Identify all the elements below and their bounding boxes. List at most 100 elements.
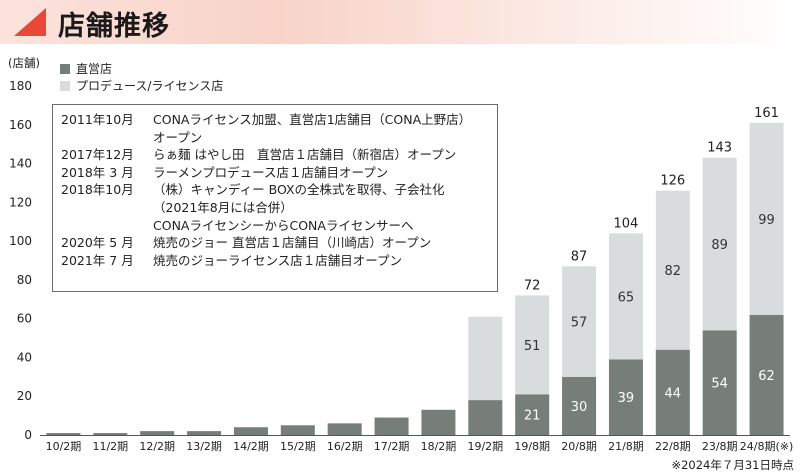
legend-label-produce: プロデュース/ライセンス店 bbox=[76, 78, 223, 93]
bar-direct bbox=[749, 314, 784, 435]
annotation-line: 2018年10月 （株）キャンディー BOXの全株式を取得、子会社化 bbox=[61, 181, 489, 199]
x-tick-label: 22/8期 bbox=[655, 440, 691, 453]
y-tick-label: 100 bbox=[9, 234, 32, 248]
annotation-date: 2021年 7 月 bbox=[61, 252, 134, 268]
data-label-produce: 51 bbox=[524, 339, 541, 354]
annotation-text: らぁ麺 はやし田 直営店１店舗目（新宿店）オープン bbox=[153, 147, 457, 163]
bar-direct bbox=[327, 423, 362, 435]
data-label-produce: 57 bbox=[571, 316, 588, 331]
y-tick-label: 20 bbox=[17, 389, 32, 403]
data-label-direct: 30 bbox=[571, 400, 588, 415]
data-label-produce: 99 bbox=[758, 213, 775, 228]
bar-produce bbox=[468, 316, 503, 401]
annotation-line: 2020年 5 月 焼売のジョー 直営店１店舗目（川崎店）オープン bbox=[61, 234, 489, 252]
bar-direct bbox=[562, 376, 597, 435]
page-title: 店舗推移 bbox=[58, 11, 170, 42]
x-tick-label: 23/8期 bbox=[702, 440, 738, 453]
data-label-total: 143 bbox=[707, 141, 732, 156]
annotation-date: 2018年 3 月 bbox=[61, 164, 134, 180]
annotation-line: 2011年10月 CONAライセンス加盟、直営店1店舗目（CONA上野店） bbox=[61, 111, 489, 129]
x-tick-label: 24/8期(※) bbox=[740, 440, 794, 453]
y-tick-label: 80 bbox=[17, 273, 32, 287]
annotation-text: CONAライセンス加盟、直営店1店舗目（CONA上野店） bbox=[153, 112, 472, 127]
annotation-line: 2018年 3 月 ラーメンプロデュース店１店舗目オープン bbox=[61, 164, 489, 182]
history-annotation-box: 2011年10月 CONAライセンス加盟、直営店1店舗目（CONA上野店） オープン… bbox=[52, 104, 498, 292]
annotation-text: 焼売のジョーライセンス店１店舗目オープン bbox=[153, 252, 403, 268]
bar-direct bbox=[515, 394, 550, 435]
annotation-date: 2018年10月 bbox=[61, 182, 134, 198]
data-label-total: 87 bbox=[571, 249, 588, 264]
bar-direct bbox=[280, 425, 315, 435]
annotation-date bbox=[61, 217, 153, 235]
legend-label-direct: 直営店 bbox=[76, 62, 112, 76]
bar-direct bbox=[140, 431, 175, 435]
annotation-text: ラーメンプロデュース店１店舗目オープン bbox=[153, 164, 389, 180]
x-tick-label: 19/2期 bbox=[467, 440, 503, 453]
y-tick-label: 40 bbox=[17, 350, 32, 364]
bar-direct bbox=[233, 427, 268, 435]
bar-direct bbox=[608, 359, 643, 435]
data-label-direct: 44 bbox=[665, 386, 682, 401]
data-label-direct: 39 bbox=[618, 391, 635, 406]
x-tick-label: 19/8期 bbox=[514, 440, 550, 453]
data-label-produce: 82 bbox=[665, 264, 682, 279]
y-tick-label: 60 bbox=[17, 312, 32, 326]
y-tick-label: 180 bbox=[9, 79, 32, 93]
annotation-date bbox=[61, 129, 153, 147]
annotation-text: オープン bbox=[153, 129, 203, 145]
x-tick-label: 12/2期 bbox=[139, 440, 175, 453]
bar-produce bbox=[749, 122, 784, 315]
annotation-line: （2021年8月には合併） bbox=[61, 199, 489, 217]
annotation-text: （株）キャンディー BOXの全株式を取得、子会社化 bbox=[153, 182, 445, 198]
header-banner: 店舗推移 bbox=[0, 0, 800, 44]
x-tick-label: 13/2期 bbox=[186, 440, 222, 453]
bar-direct bbox=[374, 417, 409, 435]
x-tick-label: 14/2期 bbox=[233, 440, 269, 453]
annotation-text: CONAライセンシーからCONAライセンサーへ bbox=[153, 217, 414, 233]
legend-swatch-direct bbox=[60, 64, 70, 74]
data-label-produce: 65 bbox=[618, 290, 635, 305]
annotation-date: 2011年10月 bbox=[61, 112, 134, 127]
annotation-line: 2017年12月 らぁ麺 はやし田 直営店１店舗目（新宿店）オープン bbox=[61, 146, 489, 164]
annotation-text: 焼売のジョー 直営店１店舗目（川崎店）オープン bbox=[153, 235, 432, 251]
annotation-text: （2021年8月には合併） bbox=[153, 199, 293, 215]
data-label-produce: 89 bbox=[711, 238, 728, 253]
x-tick-label: 16/2期 bbox=[327, 440, 363, 453]
x-tick-label: 15/2期 bbox=[280, 440, 316, 453]
footnote: ※2024年７月31日時点 bbox=[671, 458, 794, 472]
y-tick-label: 160 bbox=[9, 118, 32, 132]
data-label-total: 104 bbox=[614, 216, 639, 231]
bar-direct bbox=[46, 433, 81, 435]
annotation-line: CONAライセンシーからCONAライセンサーへ bbox=[61, 217, 489, 235]
data-label-direct: 62 bbox=[758, 369, 775, 384]
bar-produce bbox=[608, 233, 643, 360]
bar-direct bbox=[702, 330, 737, 435]
x-tick-label: 11/2期 bbox=[92, 440, 128, 453]
bar-direct bbox=[421, 409, 456, 435]
x-tick-label: 21/8期 bbox=[608, 440, 644, 453]
annotation-line: オープン bbox=[61, 129, 489, 147]
data-label-total: 126 bbox=[660, 174, 685, 189]
annotation-date: 2020年 5 月 bbox=[61, 235, 134, 251]
bar-produce bbox=[515, 295, 550, 395]
y-tick-label: 140 bbox=[9, 157, 32, 171]
y-tick-label: 0 bbox=[24, 428, 32, 442]
x-tick-label: 18/2期 bbox=[421, 440, 457, 453]
y-axis-label: (店舗) bbox=[8, 56, 40, 70]
x-tick-label: 10/2期 bbox=[46, 440, 82, 453]
y-tick-label: 120 bbox=[9, 195, 32, 209]
legend-swatch-produce bbox=[60, 81, 70, 91]
annotation-line: 2021年 7 月 焼売のジョーライセンス店１店舗目オープン bbox=[61, 252, 489, 270]
bar-direct bbox=[468, 400, 503, 435]
x-tick-label: 17/2期 bbox=[374, 440, 410, 453]
bar-direct bbox=[93, 433, 128, 435]
x-tick-label: 20/8期 bbox=[561, 440, 597, 453]
data-label-total: 72 bbox=[524, 278, 541, 293]
data-label-direct: 21 bbox=[524, 409, 541, 424]
bar-produce bbox=[702, 157, 737, 331]
data-label-direct: 54 bbox=[711, 377, 728, 392]
bar-produce bbox=[655, 190, 690, 350]
bar-produce bbox=[562, 266, 597, 377]
triangle-mark-icon bbox=[14, 8, 46, 36]
